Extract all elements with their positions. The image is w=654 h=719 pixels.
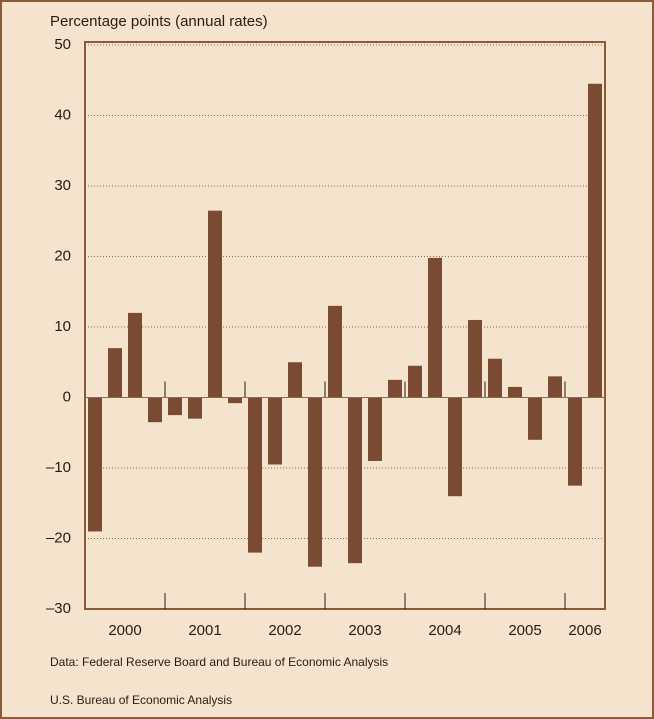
bar — [248, 397, 262, 553]
bar — [328, 305, 342, 398]
bar — [148, 397, 162, 423]
x-tick-label: 2000 — [108, 622, 141, 639]
chart-title: Percentage points (annual rates) — [50, 13, 268, 30]
bar — [528, 397, 542, 440]
bar — [568, 397, 582, 486]
bar — [308, 397, 322, 567]
x-tick-label: 2003 — [348, 622, 381, 639]
bar — [188, 397, 202, 419]
credit-note: U.S. Bureau of Economic Analysis — [50, 693, 232, 707]
bar — [408, 365, 422, 398]
bar — [548, 376, 562, 398]
bar — [588, 83, 602, 398]
x-tick-label: 2005 — [508, 622, 541, 639]
bar — [428, 257, 442, 398]
plot-frame — [84, 41, 606, 610]
y-tick-label: 10 — [54, 318, 71, 335]
y-tick-label: 0 — [63, 388, 71, 405]
y-tick-label: 20 — [54, 247, 71, 264]
bar — [288, 362, 302, 398]
bar — [108, 348, 122, 398]
bar — [268, 397, 282, 465]
bar — [468, 319, 482, 398]
bar — [348, 397, 362, 564]
bar — [128, 312, 142, 398]
bar — [88, 397, 102, 532]
y-tick-label: –30 — [46, 600, 71, 617]
y-tick-label: 30 — [54, 177, 71, 194]
x-tick-label: 2004 — [428, 622, 461, 639]
x-tick-label: 2001 — [188, 622, 221, 639]
y-tick-label: 50 — [54, 36, 71, 53]
x-tick-label: 2002 — [268, 622, 301, 639]
bar — [388, 379, 402, 398]
bar — [508, 386, 522, 398]
y-tick-label: –10 — [46, 459, 71, 476]
source-note: Data: Federal Reserve Board and Bureau o… — [50, 655, 388, 669]
bar — [448, 397, 462, 497]
bar — [168, 397, 182, 416]
x-tick-label: 2006 — [568, 622, 601, 639]
bar — [488, 358, 502, 398]
bar — [368, 397, 382, 461]
bar — [228, 397, 242, 404]
bar — [208, 210, 222, 398]
y-tick-label: –20 — [46, 529, 71, 546]
y-tick-label: 40 — [54, 106, 71, 123]
